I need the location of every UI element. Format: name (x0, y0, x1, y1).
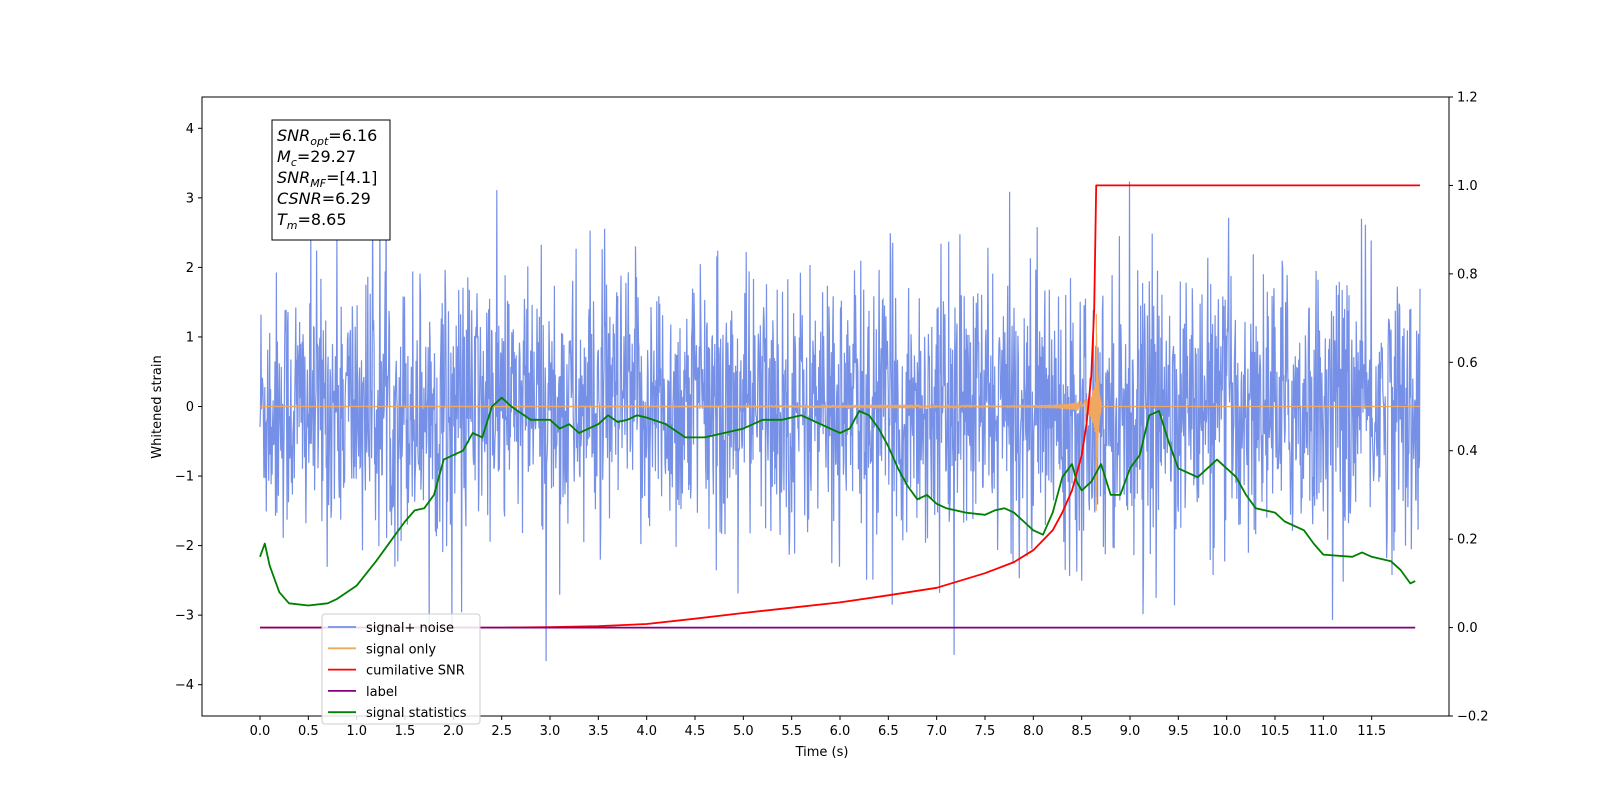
annotation-subscript: opt (310, 135, 329, 148)
legend-label: signal statistics (366, 706, 467, 721)
x-tick-label: 8.0 (1023, 724, 1044, 739)
annotation-symbol: M (277, 147, 291, 166)
x-tick-label: 0.5 (298, 724, 319, 739)
x-tick-label: 4.5 (685, 724, 706, 739)
x-tick-label: 6.5 (878, 724, 899, 739)
x-tick-label: 1.0 (346, 724, 367, 739)
plot-area (259, 154, 1421, 662)
annotation-box: SNRopt=6.16Mc=29.27SNRMF=[4.1]CSNR=6.29T… (271, 119, 391, 241)
noise-line (259, 154, 1421, 662)
signal-statistics-line (259, 396, 1416, 607)
cumulative-snr-line (260, 184, 1420, 629)
y2-tick-label: 0.4 (1457, 444, 1478, 459)
legend-label: signal+ noise (366, 621, 454, 636)
annotation-value: =29.27 (297, 147, 356, 166)
x-tick-label: 1.5 (395, 724, 416, 739)
x-tick-label: 4.0 (636, 724, 657, 739)
x-tick-label: 2.0 (443, 724, 464, 739)
y2-tick-label: 0.6 (1457, 356, 1478, 371)
x-tick-label: 9.0 (1120, 724, 1141, 739)
y-tick-label: −4 (175, 678, 194, 693)
x-tick-label: 5.5 (781, 724, 802, 739)
series-signal-noise (259, 154, 1421, 662)
x-tick-label: 3.5 (588, 724, 609, 739)
annotation-symbol: SNR (277, 168, 310, 187)
annotation-line: Mc=29.27 (277, 147, 356, 169)
y2-tick-label: 0.2 (1457, 533, 1478, 548)
y-axis-label: Whitened strain (150, 355, 165, 458)
annotation-subscript: c (291, 156, 297, 169)
y2-tick-label: 0.0 (1457, 621, 1478, 636)
annotation-value: =6.29 (322, 189, 371, 208)
y-tick-label: 1 (186, 330, 194, 345)
series-signal-statistics (259, 396, 1416, 607)
x-tick-label: 2.5 (491, 724, 512, 739)
series-signal-only (259, 313, 1420, 511)
x-tick-label: 10.5 (1261, 724, 1290, 739)
x-tick-label: 0.0 (250, 724, 271, 739)
x-tick-label: 5.0 (733, 724, 754, 739)
y2-tick-label: 1.0 (1457, 179, 1478, 194)
x-tick-label: 11.0 (1309, 724, 1338, 739)
y-axis-right: 1.2 1.0 0.8 0.6 0.4 0.2 0.0 −0.2 (1449, 91, 1489, 725)
y-axis-left: 4 3 2 1 0 −1 −2 −3 −4 (175, 122, 202, 693)
series-cumulative-snr (260, 184, 1420, 629)
y-tick-label: 4 (186, 122, 194, 137)
annotation-line: Tm=8.65 (277, 210, 347, 232)
x-tick-label: 9.5 (1168, 724, 1189, 739)
x-tick-label: 3.0 (540, 724, 561, 739)
annotation-line: CSNR=6.29 (277, 189, 371, 208)
x-tick-label: 7.5 (975, 724, 996, 739)
legend: signal+ noise signal only cumilative SNR la… (321, 613, 481, 725)
y-tick-label: 3 (186, 191, 194, 206)
annotation-subscript: m (287, 219, 298, 232)
x-tick-label: 7.0 (926, 724, 947, 739)
y2-tick-label: 1.2 (1457, 91, 1478, 106)
x-axis: 0.0 0.5 1.0 1.5 2.0 2.5 3.0 3.5 4.0 4.5 5.0 5.5 6.0 6… (250, 716, 1386, 739)
annotation-value: =[4.1] (326, 168, 377, 187)
legend-label: signal only (366, 642, 436, 657)
annotation-line: SNRMF=[4.1] (277, 168, 377, 190)
annotation-value: =8.65 (298, 210, 347, 229)
y2-tick-label: −0.2 (1457, 710, 1489, 725)
x-tick-label: 6.0 (830, 724, 851, 739)
y-tick-label: −3 (175, 609, 194, 624)
y-tick-label: −2 (175, 539, 194, 554)
x-tick-label: 8.5 (1071, 724, 1092, 739)
annotation-symbol: SNR (277, 126, 310, 145)
x-tick-label: 10.0 (1212, 724, 1241, 739)
signal-only-line (259, 313, 1420, 511)
annotation-value: =6.16 (328, 126, 377, 145)
legend-label: cumilative SNR (366, 664, 465, 679)
annotation-symbol: T (277, 210, 288, 229)
x-axis-label: Time (s) (795, 745, 849, 760)
legend-label: label (366, 685, 397, 700)
y2-tick-label: 0.8 (1457, 267, 1478, 282)
x-tick-label: 11.5 (1357, 724, 1386, 739)
y-tick-label: 0 (186, 400, 194, 415)
annotation-symbol: CSNR (277, 189, 322, 208)
y-tick-label: −1 (175, 470, 194, 485)
annotation-subscript: MF (310, 177, 326, 190)
annotation-line: SNRopt=6.16 (277, 126, 377, 148)
y-tick-label: 2 (186, 261, 194, 276)
